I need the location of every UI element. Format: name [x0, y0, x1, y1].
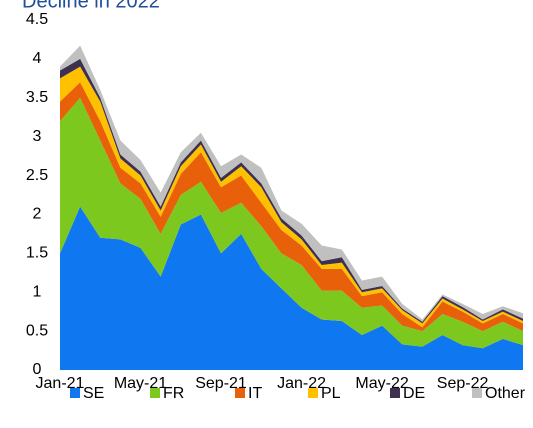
y-tick-label: 2	[33, 206, 42, 223]
area	[60, 82, 523, 332]
legend-label: SE	[83, 385, 104, 402]
legend-label: IT	[248, 385, 262, 402]
legend-label: DE	[403, 385, 425, 402]
chart-title: Decline in 2022	[22, 0, 160, 12]
area	[60, 45, 523, 322]
x-tick-label: Sep-21	[195, 375, 247, 392]
y-tick-label: 3	[33, 128, 42, 145]
area	[60, 97, 523, 349]
y-tick-label: 3.5	[26, 89, 48, 106]
area	[60, 206, 523, 370]
x-tick-label: May-21	[114, 375, 167, 392]
legend-label: FR	[163, 385, 184, 402]
legend-label: Other	[485, 385, 526, 402]
y-tick-label: 4.5	[26, 11, 48, 28]
y-tick-label: 1	[33, 283, 42, 300]
legend-swatch	[235, 388, 245, 398]
legend-swatch	[70, 388, 80, 398]
y-tick-label: 0	[33, 361, 42, 378]
y-tick-label: 1.5	[26, 245, 48, 262]
x-tick-label: Jan-22	[277, 375, 326, 392]
x-tick-label: May-22	[355, 375, 408, 392]
legend-swatch	[150, 388, 160, 398]
x-tick-label: Jan-21	[36, 375, 85, 392]
legend-swatch	[390, 388, 400, 398]
legend-label: PL	[321, 385, 341, 402]
legend-swatch	[308, 388, 318, 398]
area	[60, 66, 523, 328]
y-tick-label: 0.5	[26, 322, 48, 339]
legend-swatch	[472, 388, 482, 398]
x-tick-label: Sep-22	[437, 375, 489, 392]
y-tick-label: 4	[33, 50, 42, 67]
y-tick-label: 2.5	[26, 167, 48, 184]
